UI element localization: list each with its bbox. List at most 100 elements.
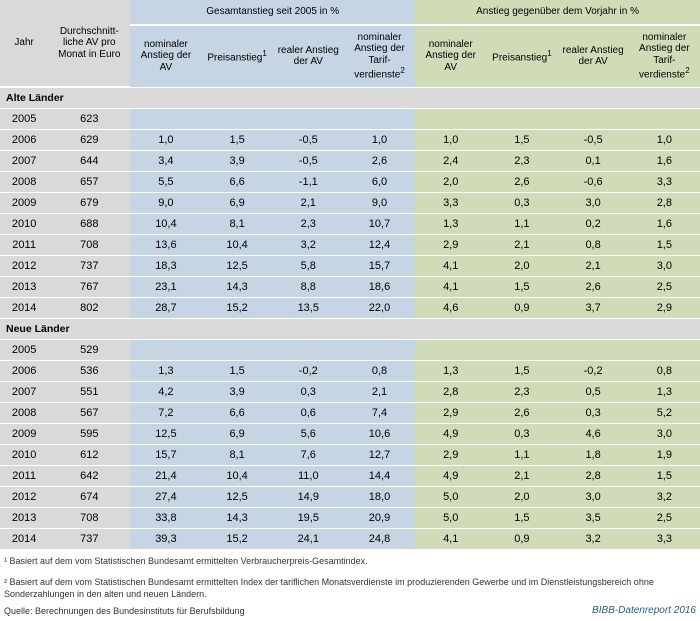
cell-yoy: 4,9	[415, 466, 486, 487]
cell-yoy: 1,5	[486, 277, 557, 298]
cell-yoy: 1,0	[415, 130, 486, 151]
cell-year: 2011	[0, 235, 48, 256]
cell-av: 623	[48, 109, 130, 130]
cell-av: 536	[48, 361, 130, 382]
section-header: Alte Länder	[0, 87, 700, 109]
sub-price-2: Preisanstieg1	[486, 25, 557, 88]
cell-total: 2,1	[344, 382, 415, 403]
table-header: Jahr Durchschnitt-liche AV pro Monat in …	[0, 0, 700, 87]
cell-total	[130, 340, 201, 361]
cell-yoy: 3,5	[558, 508, 629, 529]
cell-yoy: 1,0	[629, 130, 700, 151]
table-row: 201376723,114,38,818,64,11,52,62,5	[0, 277, 700, 298]
cell-yoy: 4,9	[415, 424, 486, 445]
cell-av: 767	[48, 277, 130, 298]
table-row: 201267427,412,514,918,05,02,03,03,2	[0, 487, 700, 508]
cell-total: 7,6	[273, 445, 344, 466]
table-row: 200959512,56,95,610,64,90,34,63,0	[0, 424, 700, 445]
cell-total: 2,1	[273, 193, 344, 214]
cell-total: 10,4	[202, 466, 273, 487]
cell-total: 10,4	[202, 235, 273, 256]
cell-total: 18,3	[130, 256, 201, 277]
cell-total	[273, 109, 344, 130]
cell-year: 2013	[0, 508, 48, 529]
cell-total: 1,5	[202, 361, 273, 382]
cell-yoy: 4,1	[415, 256, 486, 277]
table-row: 201068810,48,12,310,71,31,10,21,6	[0, 214, 700, 235]
cell-year: 2009	[0, 193, 48, 214]
cell-yoy: 2,8	[415, 382, 486, 403]
cell-yoy: 5,2	[629, 403, 700, 424]
cell-yoy: 1,6	[629, 214, 700, 235]
cell-yoy: 2,9	[415, 445, 486, 466]
cell-yoy: 3,2	[629, 487, 700, 508]
cell-av: 551	[48, 382, 130, 403]
cell-av: 679	[48, 193, 130, 214]
sub-real-2: realer Anstieg der AV	[558, 25, 629, 88]
cell-yoy: 2,0	[486, 256, 557, 277]
cell-total: 2,6	[344, 151, 415, 172]
cell-yoy: 4,1	[415, 277, 486, 298]
cell-yoy	[629, 109, 700, 130]
table-row: 201170813,610,43,212,42,92,10,81,5	[0, 235, 700, 256]
cell-total: 1,3	[130, 361, 201, 382]
cell-yoy: 1,5	[486, 130, 557, 151]
cell-total: 0,6	[273, 403, 344, 424]
group1-header: Gesamtanstieg seit 2005 in %	[130, 0, 415, 25]
data-table: Jahr Durchschnitt-liche AV pro Monat in …	[0, 0, 700, 621]
cell-yoy: 0,9	[486, 298, 557, 319]
cell-year: 2011	[0, 466, 48, 487]
cell-year: 2012	[0, 487, 48, 508]
table-row: 20065361,31,5-0,20,81,31,5-0,20,8	[0, 361, 700, 382]
cell-yoy: 2,8	[629, 193, 700, 214]
table-row: 20066291,01,5-0,51,01,01,5-0,51,0	[0, 130, 700, 151]
cell-total	[130, 109, 201, 130]
cell-total: 8,1	[202, 445, 273, 466]
cell-total: -1,1	[273, 172, 344, 193]
cell-av: 644	[48, 151, 130, 172]
cell-total: 12,4	[344, 235, 415, 256]
cell-yoy: 1,1	[486, 445, 557, 466]
table-row: 201273718,312,55,815,74,12,02,13,0	[0, 256, 700, 277]
cell-av: 708	[48, 235, 130, 256]
cell-yoy: 1,5	[486, 508, 557, 529]
cell-total: 10,6	[344, 424, 415, 445]
cell-yoy: 2,6	[558, 277, 629, 298]
cell-yoy	[415, 109, 486, 130]
cell-av: 802	[48, 298, 130, 319]
sub-nom-av-2: nominaler Anstieg der AV	[415, 25, 486, 88]
cell-yoy: 0,2	[558, 214, 629, 235]
cell-total	[202, 340, 273, 361]
cell-yoy: 1,3	[415, 214, 486, 235]
section-header: Neue Länder	[0, 319, 700, 340]
cell-total: 14,3	[202, 508, 273, 529]
cell-yoy: 1,5	[629, 235, 700, 256]
cell-total: 22,0	[344, 298, 415, 319]
cell-yoy: 2,1	[486, 235, 557, 256]
cell-total: 14,3	[202, 277, 273, 298]
sub-tarif-1: nominaler Anstieg der Tarif-verdienste2	[344, 25, 415, 88]
cell-total: 6,6	[202, 403, 273, 424]
cell-yoy: 3,3	[629, 172, 700, 193]
cell-total: 6,9	[202, 193, 273, 214]
cell-total: 3,9	[202, 151, 273, 172]
cell-yoy: -0,2	[558, 361, 629, 382]
cell-yoy	[558, 340, 629, 361]
cell-year: 2010	[0, 214, 48, 235]
cell-yoy: 4,6	[415, 298, 486, 319]
cell-total: 12,5	[130, 424, 201, 445]
cell-av: 642	[48, 466, 130, 487]
table-row: 2005529	[0, 340, 700, 361]
cell-year: 2012	[0, 256, 48, 277]
cell-yoy: 2,5	[629, 277, 700, 298]
table-row: 2005623	[0, 109, 700, 130]
cell-total: 0,8	[344, 361, 415, 382]
cell-av: 737	[48, 256, 130, 277]
cell-av: 674	[48, 487, 130, 508]
cell-year: 2010	[0, 445, 48, 466]
cell-av: 657	[48, 172, 130, 193]
cell-total: 12,5	[202, 256, 273, 277]
cell-yoy: 0,5	[558, 382, 629, 403]
cell-total	[273, 340, 344, 361]
cell-yoy: 1,5	[486, 361, 557, 382]
